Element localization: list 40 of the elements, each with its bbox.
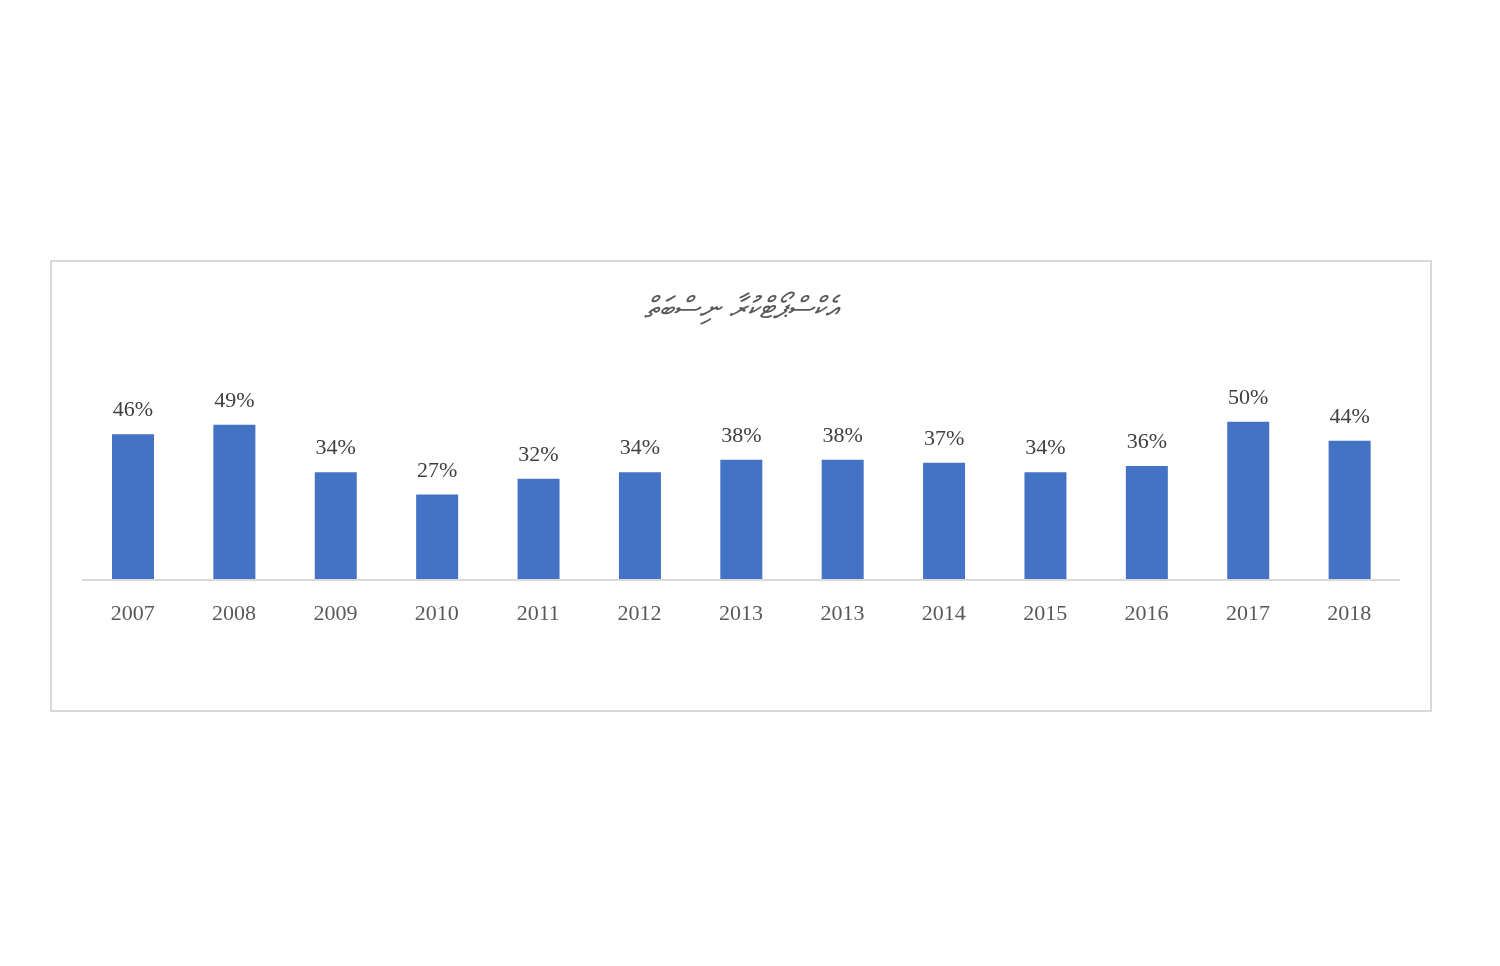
bar — [618, 472, 661, 580]
x-tick-label: 2010 — [414, 599, 459, 625]
data-label: 49% — [214, 386, 255, 412]
bar — [923, 462, 966, 580]
data-label: 34% — [1025, 434, 1066, 460]
x-tick-label: 2007 — [110, 599, 155, 625]
bar — [416, 494, 459, 580]
data-label: 38% — [721, 421, 762, 447]
data-label: 37% — [923, 424, 965, 450]
x-tick-label: 2011 — [516, 599, 560, 625]
bar — [1227, 421, 1270, 580]
data-label: 46% — [112, 396, 154, 422]
data-label: 34% — [619, 434, 661, 460]
x-tick-label: 2009 — [313, 599, 358, 625]
bar — [314, 472, 357, 580]
data-label: 34% — [315, 434, 356, 460]
data-label: 44% — [1329, 402, 1370, 428]
data-label: 50% — [1228, 383, 1269, 409]
bar — [1328, 440, 1371, 580]
data-label: 36% — [1126, 428, 1168, 453]
bar — [213, 424, 256, 580]
bar — [821, 459, 864, 580]
x-tick-label: 2016 — [1124, 599, 1169, 625]
x-tick-label: 2015 — [1023, 599, 1068, 625]
data-label: 27% — [416, 456, 458, 482]
x-tick-label: 2018 — [1327, 599, 1372, 625]
bar — [1125, 466, 1168, 580]
bar — [1024, 472, 1067, 580]
x-tick-label: 2008 — [212, 599, 257, 625]
bar — [112, 434, 154, 580]
x-tick-label: 2013 — [719, 599, 763, 625]
chart-title: އެކްސްޕޯޓްކުރާ ނިސްބަތް — [642, 290, 842, 327]
data-label: 32% — [518, 440, 559, 466]
x-tick-label: 2013 — [820, 599, 865, 625]
x-tick-label: 2012 — [617, 599, 662, 625]
x-tick-label: 2017 — [1225, 599, 1270, 625]
data-label: 38% — [822, 421, 863, 447]
x-tick-label: 2014 — [921, 599, 966, 625]
bar — [720, 459, 763, 580]
bar — [517, 478, 560, 580]
